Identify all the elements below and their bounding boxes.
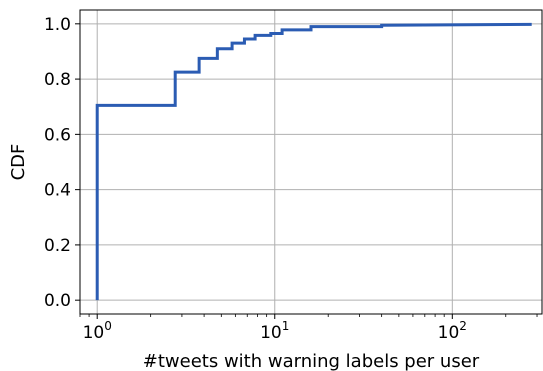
y-tick-label: 0.0 <box>44 291 71 311</box>
y-tick-label: 0.8 <box>44 70 71 90</box>
data-layer <box>95 22 532 301</box>
y-tick-label: 0.2 <box>44 236 71 256</box>
y-tick-label: 1.0 <box>44 15 71 35</box>
x-axis-label: #tweets with warning labels per user <box>143 351 480 371</box>
grid-layer <box>80 10 542 314</box>
plot-frame <box>79 9 543 315</box>
x-tick-label: 101 <box>260 319 289 343</box>
y-axis-label: CDF <box>8 144 29 181</box>
x-tick-label: 100 <box>83 319 112 343</box>
y-tick-label: 0.6 <box>44 125 71 145</box>
x-tick-label: 102 <box>438 319 467 343</box>
cdf-series-line <box>95 22 532 301</box>
y-tick-label: 0.4 <box>44 181 71 201</box>
tick-layer: 0.0 0.2 0.4 0.6 0.8 1.0 100 101 102 <box>44 15 538 343</box>
